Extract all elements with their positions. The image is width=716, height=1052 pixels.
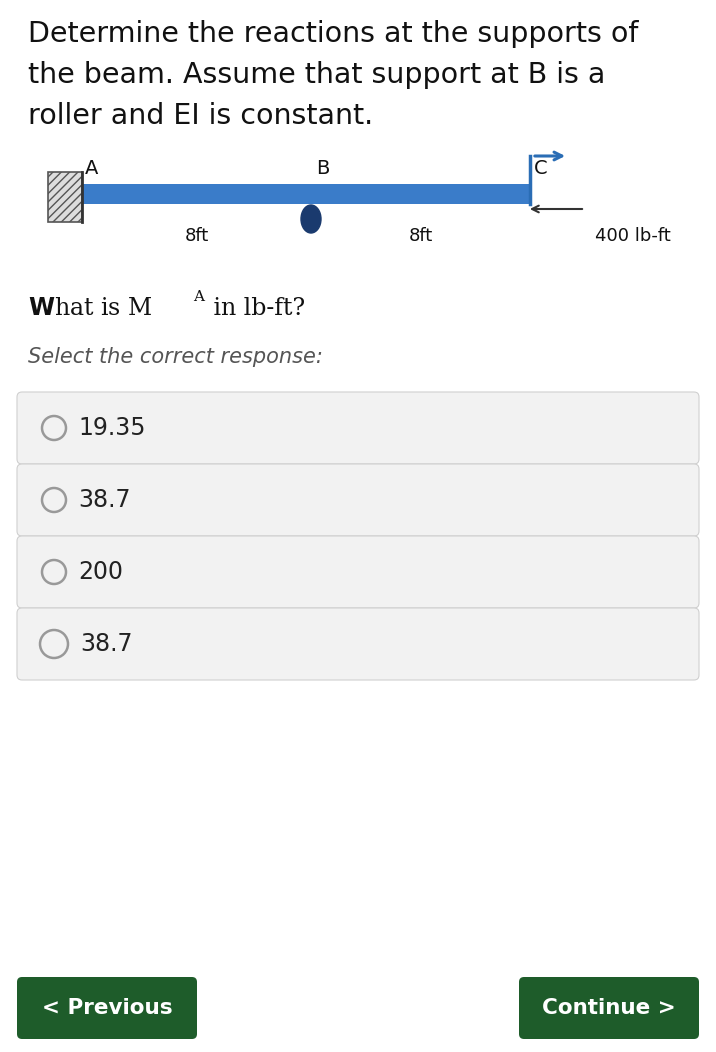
Text: 200: 200	[78, 560, 123, 584]
FancyBboxPatch shape	[17, 537, 699, 608]
Bar	[48, 171, 82, 222]
Text: in lb-ft?: in lb-ft?	[206, 297, 305, 320]
FancyBboxPatch shape	[17, 464, 699, 537]
Text: Select the correct response:: Select the correct response:	[28, 347, 323, 367]
Text: Determine the reactions at the supports of
the beam. Assume that support at B is: Determine the reactions at the supports …	[28, 20, 639, 130]
Text: C: C	[534, 159, 548, 178]
FancyBboxPatch shape	[17, 392, 699, 464]
FancyBboxPatch shape	[17, 977, 197, 1039]
Text: $\mathbf{W}$hat is M: $\mathbf{W}$hat is M	[28, 297, 153, 320]
Text: 8ft: 8ft	[185, 227, 208, 245]
Ellipse shape	[301, 205, 321, 232]
Text: 19.35: 19.35	[78, 416, 145, 440]
Bar	[82, 184, 530, 204]
FancyBboxPatch shape	[17, 608, 699, 680]
Text: < Previous: < Previous	[42, 998, 173, 1018]
Text: 400 lb-ft: 400 lb-ft	[595, 227, 671, 245]
Text: A: A	[85, 159, 98, 178]
Text: 8ft: 8ft	[408, 227, 432, 245]
Text: 38.7: 38.7	[78, 488, 130, 512]
FancyBboxPatch shape	[519, 977, 699, 1039]
Text: A: A	[193, 290, 204, 304]
Text: 38.7: 38.7	[80, 632, 132, 656]
Text: Continue >: Continue >	[542, 998, 676, 1018]
Text: B: B	[316, 159, 329, 178]
